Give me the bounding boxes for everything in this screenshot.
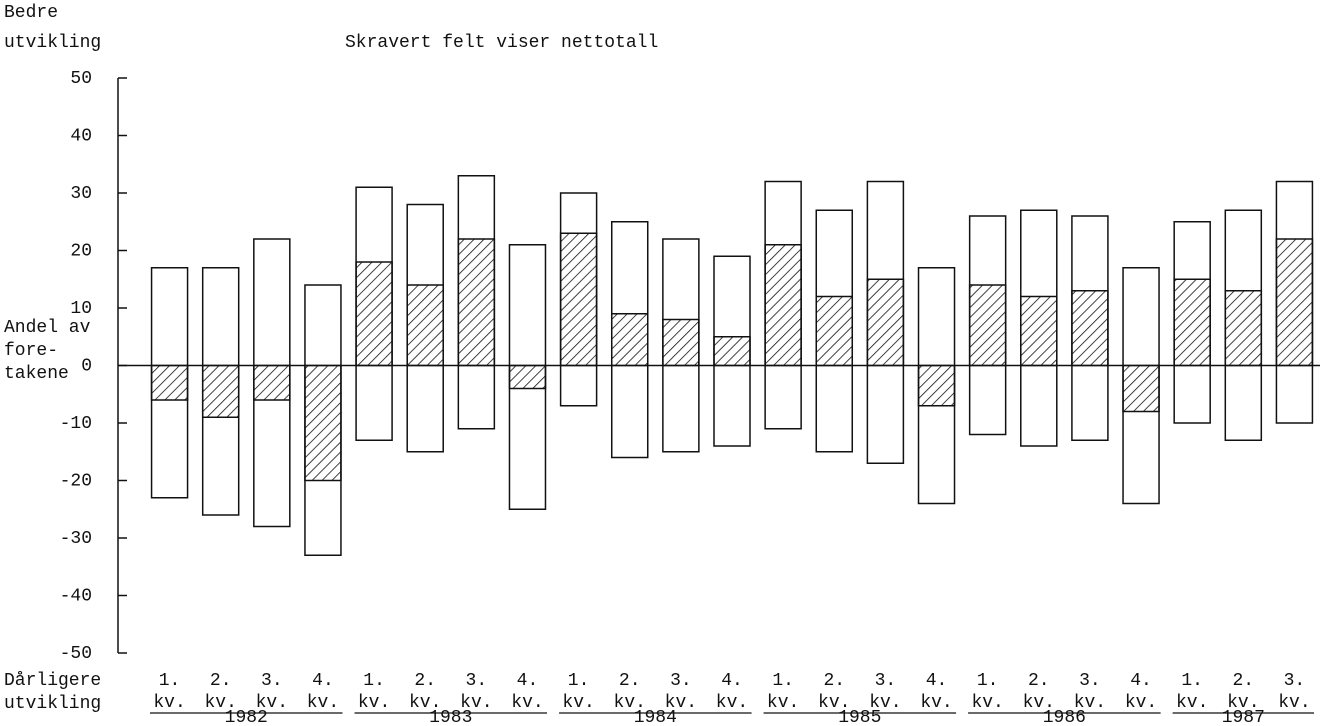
- year-label: 1983: [429, 708, 472, 726]
- quarter-label: 4.: [1130, 671, 1152, 691]
- quarter-label: 3.: [1079, 671, 1101, 691]
- quarter-unit: kv.: [1227, 693, 1259, 713]
- net-bar: [1071, 290, 1109, 367]
- zero-label: fore-: [4, 341, 58, 361]
- top-label: Bedre: [4, 3, 58, 23]
- y-tick-label: 10: [70, 299, 92, 319]
- quarter-unit: kv.: [767, 693, 799, 713]
- quarter-label: 3.: [875, 671, 897, 691]
- y-tick-label: 50: [70, 69, 92, 89]
- quarter-unit: kv.: [511, 693, 543, 713]
- top-label: utvikling: [4, 33, 101, 53]
- year-label: 1984: [634, 708, 677, 726]
- net-bar: [1173, 278, 1211, 367]
- bottom-label: utvikling: [4, 694, 101, 714]
- quarter-unit: kv.: [1074, 693, 1106, 713]
- net-bar: [508, 364, 547, 390]
- quarter-unit: kv.: [153, 693, 185, 713]
- net-bar: [968, 284, 1007, 367]
- quarter-unit: kv.: [818, 693, 850, 713]
- quarter-unit: kv.: [1278, 693, 1310, 713]
- year-label: 1982: [225, 708, 268, 726]
- net-bar: [253, 364, 291, 401]
- quarter-label: 4.: [312, 671, 334, 691]
- quarter-unit: kv.: [562, 693, 594, 713]
- net-bar: [1275, 238, 1314, 367]
- y-tick-label: -50: [60, 644, 92, 664]
- quarter-label: 3.: [1284, 671, 1306, 691]
- quarter-label: 4.: [926, 671, 948, 691]
- quarter-unit: kv.: [460, 693, 492, 713]
- net-bar: [815, 295, 854, 367]
- quarter-label: 3.: [261, 671, 283, 691]
- net-bar: [457, 238, 496, 367]
- quarter-unit: kv.: [971, 693, 1003, 713]
- year-label: 1987: [1222, 708, 1265, 726]
- net-bar: [662, 318, 700, 367]
- quarter-label: 4.: [721, 671, 743, 691]
- zero-label: Andel av: [4, 318, 91, 338]
- quarter-unit: kv.: [358, 693, 390, 713]
- quarter-label: 2.: [210, 671, 232, 691]
- net-bar: [304, 364, 342, 482]
- net-bar: [406, 284, 444, 367]
- net-bar: [150, 364, 189, 401]
- net-bar: [559, 232, 598, 367]
- quarter-label: 1.: [159, 671, 181, 691]
- quarter-label: 2.: [414, 671, 436, 691]
- net-bar: [610, 313, 649, 367]
- y-tick-label: 30: [70, 184, 92, 204]
- quarter-label: 1.: [568, 671, 590, 691]
- net-bar: [764, 244, 802, 367]
- quarter-label: 1.: [772, 671, 794, 691]
- quarter-unit: kv.: [1176, 693, 1208, 713]
- quarter-label: 1.: [1181, 671, 1203, 691]
- net-bar: [1122, 364, 1160, 413]
- quarter-label: 2.: [823, 671, 845, 691]
- y-tick-label: 40: [70, 126, 92, 146]
- net-bar: [866, 278, 905, 367]
- quarter-unit: kv.: [1023, 693, 1055, 713]
- quarter-unit: kv.: [614, 693, 646, 713]
- quarter-unit: kv.: [716, 693, 748, 713]
- quarter-unit: kv.: [920, 693, 952, 713]
- y-tick-label: 0: [81, 356, 92, 376]
- quarter-label: 1.: [363, 671, 385, 691]
- net-bar: [355, 261, 393, 367]
- quarter-label: 2.: [1232, 671, 1254, 691]
- net-bar: [1224, 290, 1263, 367]
- subtitle: Skravert felt viser nettotall: [345, 33, 658, 53]
- net-bar: [1020, 295, 1058, 367]
- quarter-unit: kv.: [869, 693, 901, 713]
- quarter-label: 4.: [517, 671, 539, 691]
- y-tick-label: -10: [60, 414, 92, 434]
- zero-label: takene: [4, 364, 69, 384]
- quarter-unit: kv.: [307, 693, 339, 713]
- quarter-label: 3.: [466, 671, 488, 691]
- y-tick-label: -40: [60, 586, 92, 606]
- quarter-label: 1.: [977, 671, 999, 691]
- quarter-label: 2.: [619, 671, 641, 691]
- year-label: 1985: [838, 708, 881, 726]
- quarter-unit: kv.: [256, 693, 288, 713]
- net-bar: [713, 336, 751, 367]
- quarter-label: 2.: [1028, 671, 1050, 691]
- y-tick-label: 20: [70, 241, 92, 261]
- quarter-label: 3.: [670, 671, 692, 691]
- quarter-unit: kv.: [204, 693, 236, 713]
- quarter-unit: kv.: [1125, 693, 1157, 713]
- quarter-unit: kv.: [665, 693, 697, 713]
- quarter-unit: kv.: [409, 693, 441, 713]
- bottom-label: Dårligere: [4, 671, 101, 691]
- y-tick-label: -20: [60, 471, 92, 491]
- net-bar: [201, 364, 240, 418]
- y-tick-label: -30: [60, 529, 92, 549]
- net-bar: [917, 364, 956, 407]
- year-label: 1986: [1043, 708, 1086, 726]
